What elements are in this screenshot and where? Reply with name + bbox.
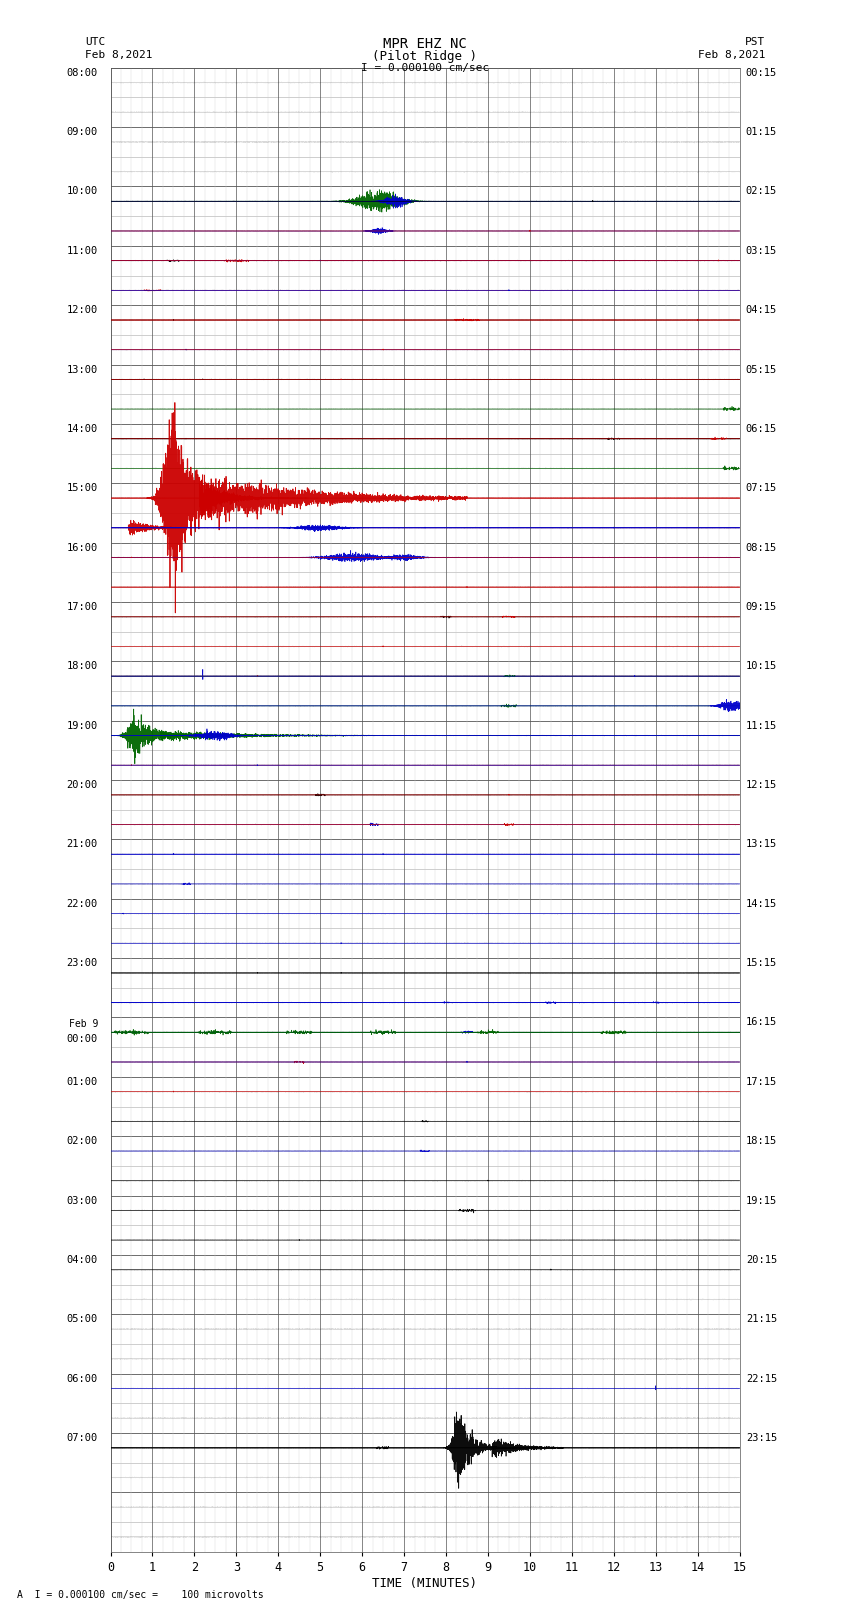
Text: Feb 8,2021: Feb 8,2021 xyxy=(698,50,765,60)
Text: 15:00: 15:00 xyxy=(66,484,98,494)
Text: 13:00: 13:00 xyxy=(66,365,98,374)
Text: 23:00: 23:00 xyxy=(66,958,98,968)
Text: I = 0.000100 cm/sec: I = 0.000100 cm/sec xyxy=(361,63,489,73)
Text: 14:00: 14:00 xyxy=(66,424,98,434)
Text: 20:15: 20:15 xyxy=(745,1255,777,1265)
Text: 23:15: 23:15 xyxy=(745,1432,777,1444)
Text: 12:15: 12:15 xyxy=(745,781,777,790)
Text: 03:00: 03:00 xyxy=(66,1195,98,1205)
Text: 19:15: 19:15 xyxy=(745,1195,777,1205)
Text: 05:15: 05:15 xyxy=(745,365,777,374)
Text: 17:00: 17:00 xyxy=(66,602,98,611)
Text: 00:00: 00:00 xyxy=(66,1034,98,1044)
Text: 13:15: 13:15 xyxy=(745,839,777,850)
Text: 01:15: 01:15 xyxy=(745,127,777,137)
Text: 16:00: 16:00 xyxy=(66,542,98,553)
Text: 01:00: 01:00 xyxy=(66,1077,98,1087)
Text: 08:15: 08:15 xyxy=(745,542,777,553)
Text: 15:15: 15:15 xyxy=(745,958,777,968)
Text: 22:15: 22:15 xyxy=(745,1374,777,1384)
Text: 04:15: 04:15 xyxy=(745,305,777,315)
Text: 04:00: 04:00 xyxy=(66,1255,98,1265)
Text: PST: PST xyxy=(745,37,765,47)
Text: 02:00: 02:00 xyxy=(66,1136,98,1147)
Text: 17:15: 17:15 xyxy=(745,1077,777,1087)
Text: 09:15: 09:15 xyxy=(745,602,777,611)
Text: 06:00: 06:00 xyxy=(66,1374,98,1384)
Text: 05:00: 05:00 xyxy=(66,1315,98,1324)
Text: 07:00: 07:00 xyxy=(66,1432,98,1444)
Text: Feb 8,2021: Feb 8,2021 xyxy=(85,50,152,60)
Text: 07:15: 07:15 xyxy=(745,484,777,494)
Text: 11:15: 11:15 xyxy=(745,721,777,731)
Text: 09:00: 09:00 xyxy=(66,127,98,137)
Text: 22:00: 22:00 xyxy=(66,898,98,908)
Text: 02:15: 02:15 xyxy=(745,187,777,197)
Text: MPR EHZ NC: MPR EHZ NC xyxy=(383,37,467,52)
Text: 08:00: 08:00 xyxy=(66,68,98,77)
X-axis label: TIME (MINUTES): TIME (MINUTES) xyxy=(372,1576,478,1589)
Text: Feb 9: Feb 9 xyxy=(69,1019,98,1029)
Text: 16:15: 16:15 xyxy=(745,1018,777,1027)
Text: 10:15: 10:15 xyxy=(745,661,777,671)
Text: 12:00: 12:00 xyxy=(66,305,98,315)
Text: UTC: UTC xyxy=(85,37,105,47)
Text: 03:15: 03:15 xyxy=(745,245,777,256)
Text: 14:15: 14:15 xyxy=(745,898,777,908)
Text: A  I = 0.000100 cm/sec =    100 microvolts: A I = 0.000100 cm/sec = 100 microvolts xyxy=(17,1590,264,1600)
Text: 11:00: 11:00 xyxy=(66,245,98,256)
Text: 18:15: 18:15 xyxy=(745,1136,777,1147)
Text: 19:00: 19:00 xyxy=(66,721,98,731)
Text: 21:00: 21:00 xyxy=(66,839,98,850)
Text: (Pilot Ridge ): (Pilot Ridge ) xyxy=(372,50,478,63)
Text: 06:15: 06:15 xyxy=(745,424,777,434)
Text: 20:00: 20:00 xyxy=(66,781,98,790)
Text: 10:00: 10:00 xyxy=(66,187,98,197)
Text: 18:00: 18:00 xyxy=(66,661,98,671)
Text: 00:15: 00:15 xyxy=(745,68,777,77)
Text: 21:15: 21:15 xyxy=(745,1315,777,1324)
